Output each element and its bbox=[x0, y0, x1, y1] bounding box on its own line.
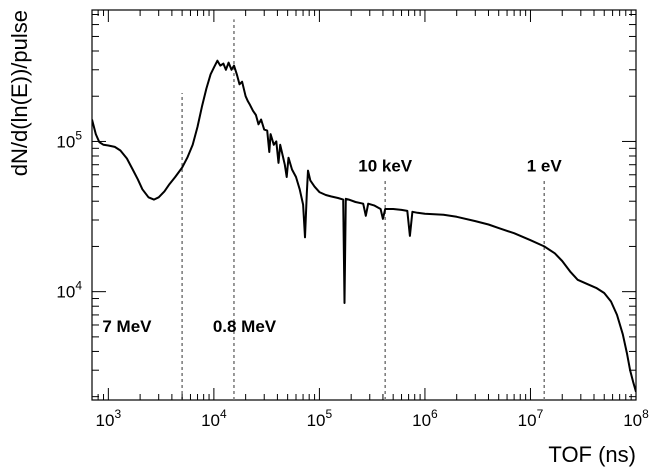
plot-frame bbox=[91, 9, 637, 401]
y-tick-label: 105 bbox=[56, 128, 82, 151]
x-tick-label: 107 bbox=[518, 407, 544, 430]
series-layer bbox=[92, 59, 636, 393]
y-tick-label: 104 bbox=[56, 279, 82, 302]
energy-marker-label: 10 keV bbox=[358, 157, 413, 176]
x-tick-label: 104 bbox=[201, 407, 227, 430]
axis-ticks bbox=[91, 10, 637, 400]
x-tick-label: 105 bbox=[307, 407, 333, 430]
energy-marker-label: 1 eV bbox=[527, 157, 563, 176]
energy-marker-label: 0.8 MeV bbox=[213, 317, 277, 336]
tick-labels: 103 104 105 106 107 108 104 105 bbox=[56, 128, 649, 430]
x-axis-title: TOF (ns) bbox=[548, 442, 636, 467]
energy-marker-label: 7 MeV bbox=[102, 317, 152, 336]
y-axis-title: dN/d(ln(E))/pulse bbox=[7, 10, 32, 176]
x-tick-label: 103 bbox=[96, 407, 122, 430]
series-line bbox=[92, 59, 636, 393]
energy-markers: 7 MeV 0.8 MeV 10 keV 1 eV bbox=[102, 19, 562, 400]
x-tick-label: 106 bbox=[412, 407, 438, 430]
x-tick-label: 108 bbox=[623, 407, 649, 430]
